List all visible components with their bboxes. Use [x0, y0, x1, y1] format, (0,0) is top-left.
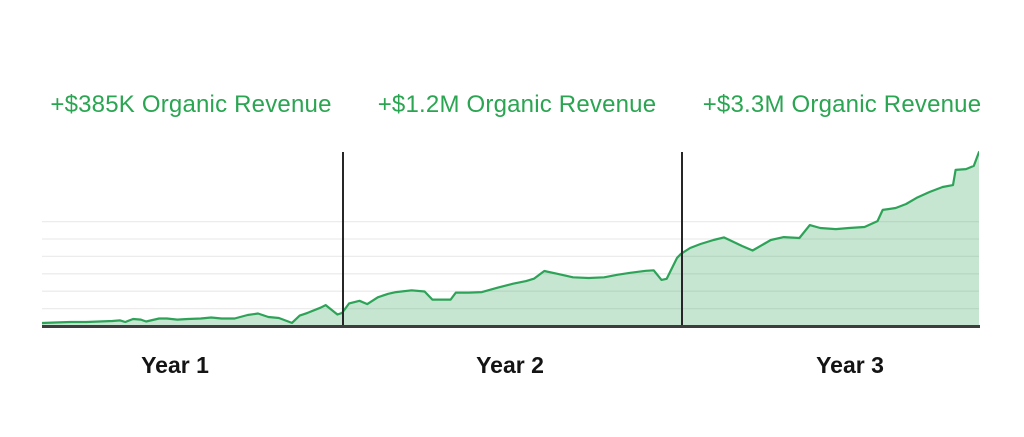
- year2-year3-divider-line: [680, 152, 683, 326]
- revenue-trend-line: [42, 150, 979, 325]
- x-axis-label-year3: Year 3: [816, 352, 884, 378]
- x-axis-label-year1: Year 1: [141, 352, 209, 378]
- annotation-year3-revenue: +$3.3M Organic Revenue: [702, 91, 982, 118]
- annotation-year1-revenue: +$385K Organic Revenue: [50, 91, 332, 118]
- x-axis-label-year2: Year 2: [476, 352, 544, 378]
- annotation-year2-revenue: +$1.2M Organic Revenue: [377, 91, 657, 118]
- x-axis-baseline: [42, 325, 980, 328]
- revenue-area-plot: [42, 150, 979, 326]
- year1-year2-divider-line: [342, 152, 345, 326]
- revenue-area-fill: [42, 152, 979, 326]
- horizontal-gridlines: [42, 220, 979, 310]
